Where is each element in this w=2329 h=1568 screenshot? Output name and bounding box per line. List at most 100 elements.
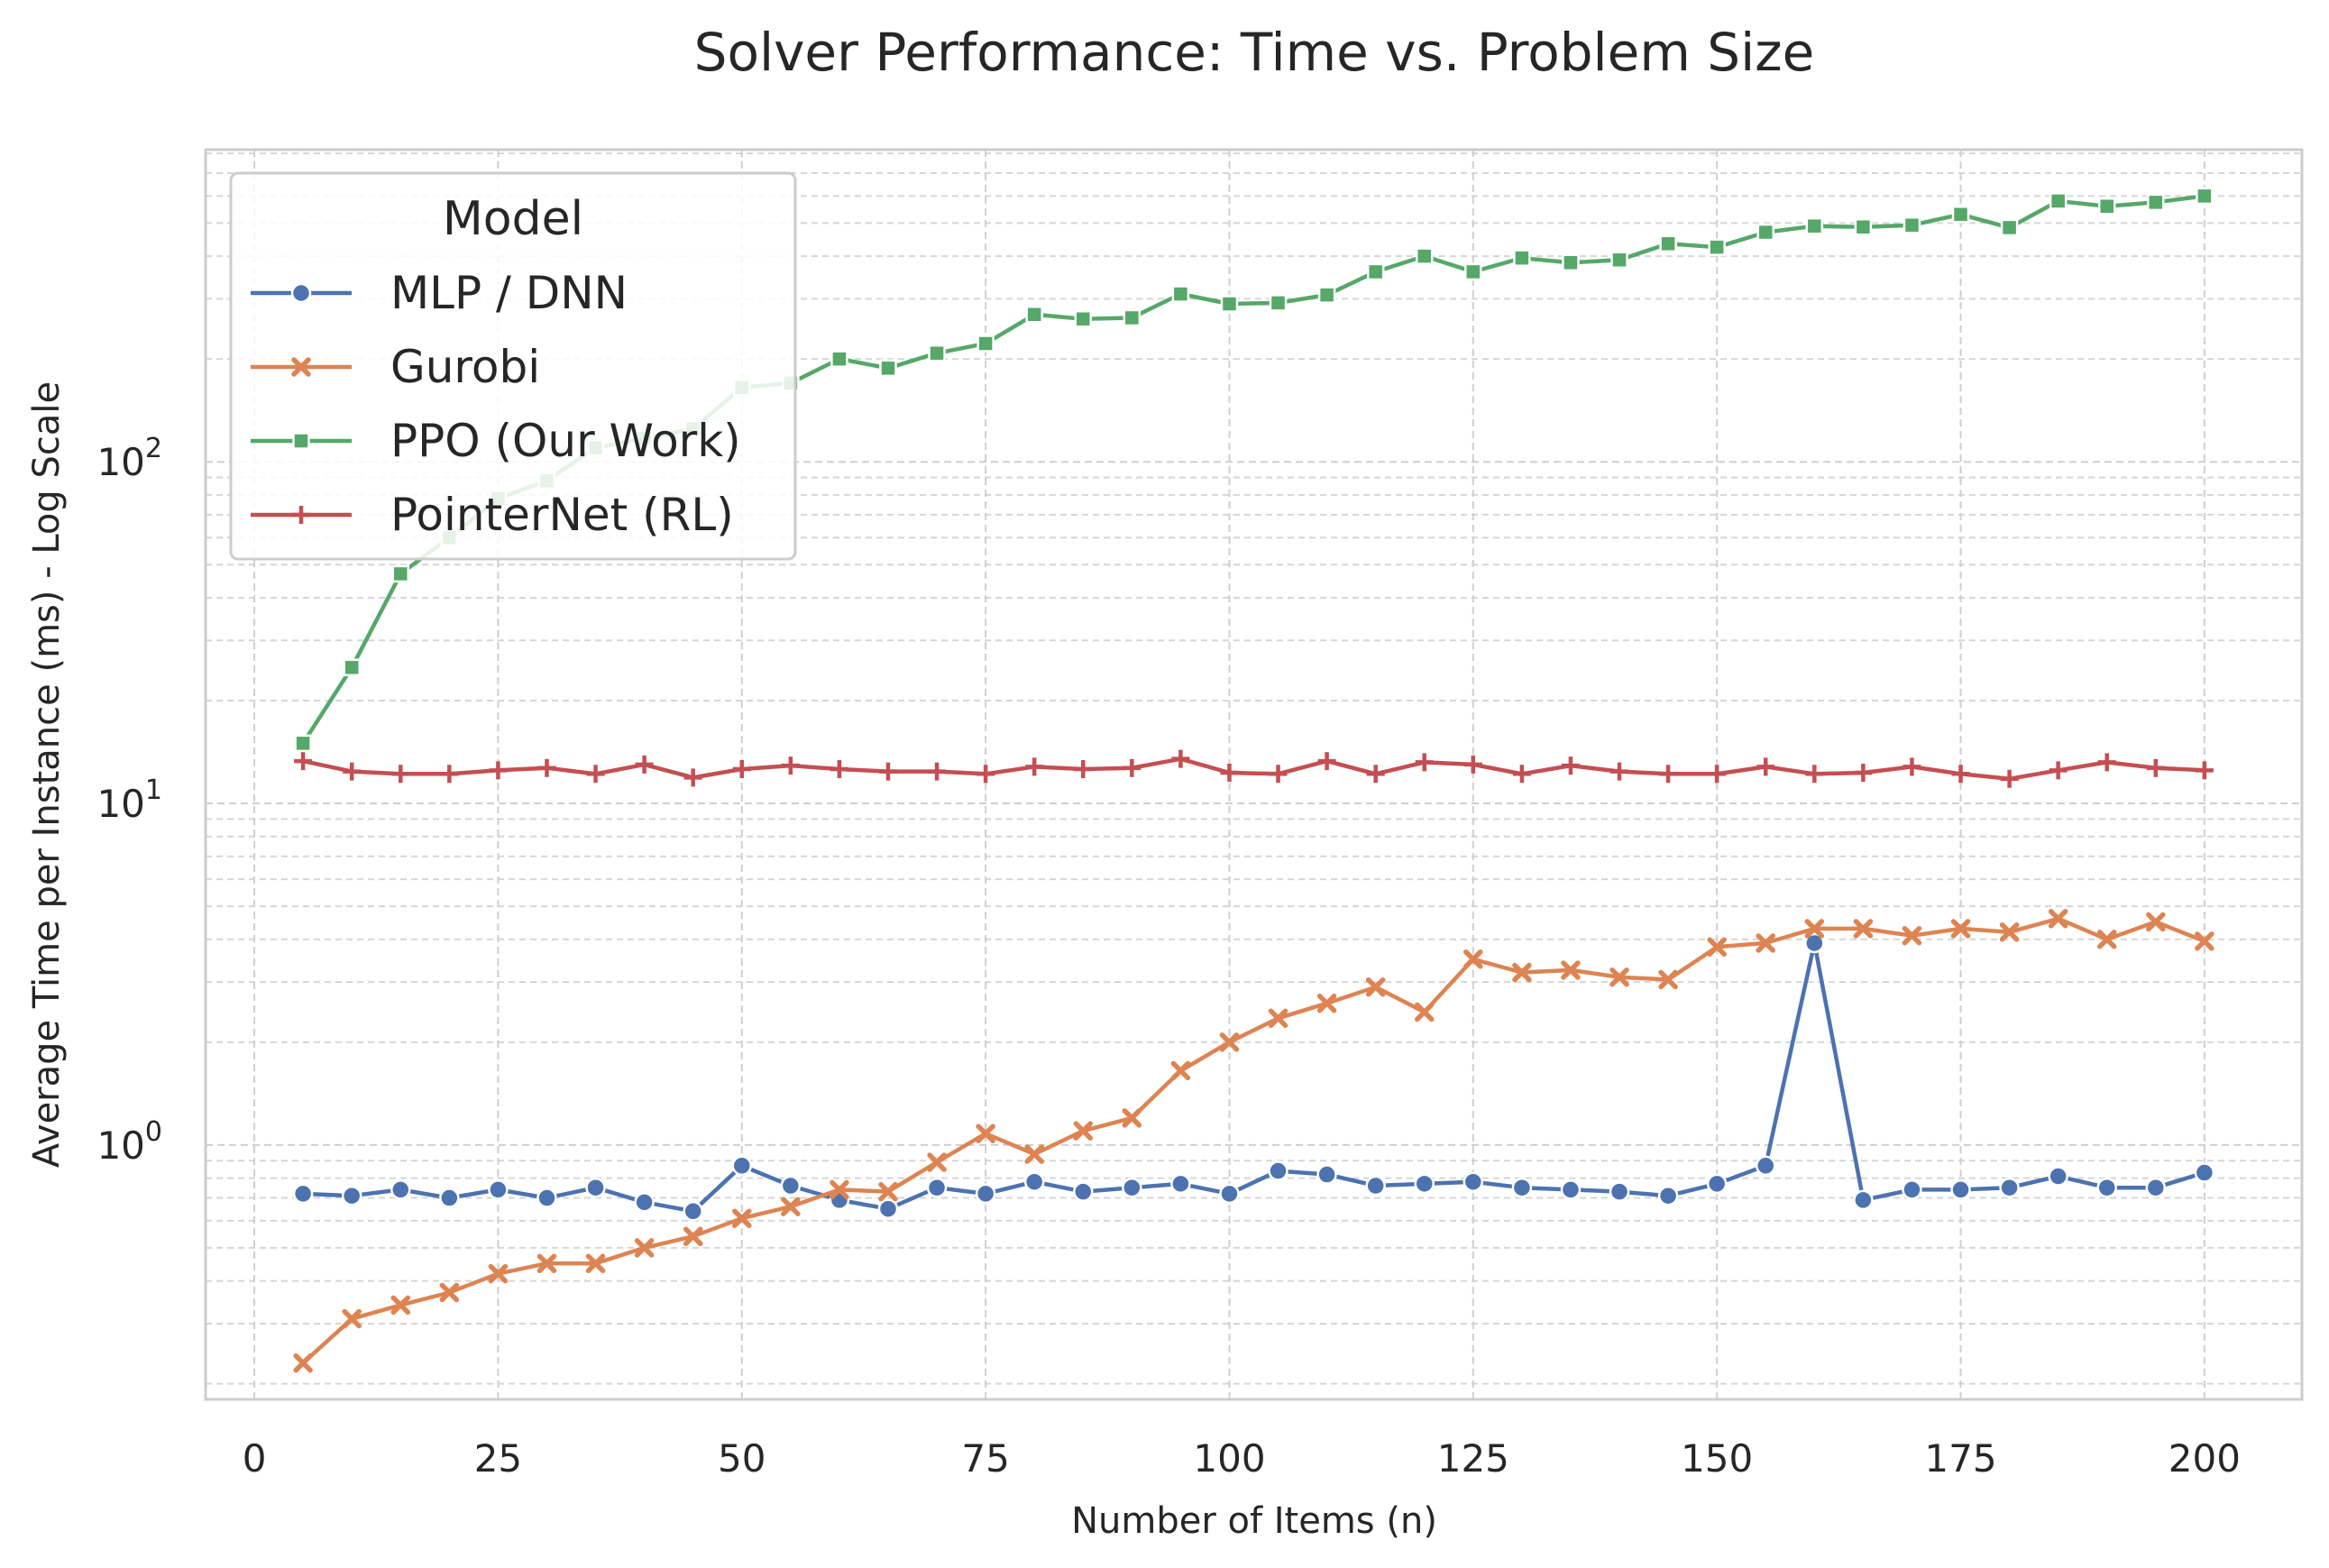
y-tick-label: 102	[96, 433, 162, 484]
data-point-ppo-our-work	[2049, 192, 2068, 210]
data-point-mlp-dnn	[683, 1201, 703, 1222]
data-point-ppo-our-work	[391, 564, 410, 583]
data-point-pointernet-rl	[1951, 765, 1970, 784]
data-point-pointernet-rl	[2000, 769, 2019, 788]
data-point-pointernet-rl	[1269, 765, 1288, 784]
data-point-gurobi	[732, 1208, 752, 1228]
data-point-pointernet-rl	[537, 758, 556, 777]
data-point-gurobi	[781, 1197, 801, 1216]
data-point-ppo-our-work	[2097, 197, 2116, 215]
data-point-pointernet-rl	[1317, 752, 1336, 771]
data-point-ppo-our-work	[1708, 238, 1726, 256]
data-point-mlp-dnn	[1609, 1181, 1630, 1202]
data-point-mlp-dnn	[1511, 1177, 1533, 1198]
data-point-mlp-dnn	[1170, 1173, 1191, 1195]
data-point-mlp-dnn	[1073, 1181, 1094, 1202]
data-point-pointernet-rl	[683, 768, 702, 787]
data-point-gurobi	[1073, 1121, 1094, 1141]
data-point-ppo-our-work	[2147, 193, 2165, 212]
legend-marker	[292, 432, 310, 450]
x-tick-label: 75	[961, 1436, 1009, 1481]
data-point-ppo-our-work	[1415, 247, 1434, 265]
data-point-gurobi	[439, 1282, 460, 1303]
x-tick-label: 200	[2169, 1436, 2241, 1481]
x-tick-label: 0	[243, 1436, 267, 1481]
legend-item-mlp-dnn: MLP / DNN	[251, 267, 628, 319]
y-tick-label: 101	[96, 775, 162, 826]
data-point-pointernet-rl	[2049, 761, 2068, 780]
data-point-gurobi	[2195, 931, 2214, 951]
series-line-gurobi	[301, 916, 2205, 1365]
data-point-mlp-dnn	[585, 1177, 606, 1198]
data-point-gurobi	[2048, 909, 2068, 929]
data-point-mlp-dnn	[926, 1177, 948, 1198]
data-point-gurobi	[1950, 919, 1971, 939]
data-point-pointernet-rl	[1805, 765, 1824, 784]
plot-frame	[204, 148, 2304, 1401]
data-point-ppo-our-work	[1025, 306, 1043, 324]
data-point-pointernet-rl	[1415, 753, 1434, 772]
legend-title: Model	[443, 192, 583, 246]
x-tick-label: 50	[718, 1436, 766, 1481]
legend-box	[229, 171, 797, 561]
data-point-mlp-dnn	[1316, 1164, 1337, 1185]
data-point-ppo-our-work	[1805, 216, 1824, 235]
data-point-pointernet-rl	[1025, 757, 1044, 776]
data-point-ppo-our-work	[1317, 286, 1336, 304]
data-point-pointernet-rl	[635, 755, 654, 774]
data-point-gurobi	[1804, 919, 1825, 939]
data-point-pointernet-rl	[586, 765, 605, 784]
data-point-gurobi	[536, 1253, 557, 1273]
data-point-pointernet-rl	[928, 762, 947, 781]
data-point-pointernet-rl	[440, 765, 459, 784]
data-point-ppo-our-work	[1366, 262, 1385, 281]
data-point-mlp-dnn	[439, 1187, 460, 1208]
data-point-gurobi	[1561, 960, 1581, 980]
data-point-ppo-our-work	[1610, 251, 1628, 270]
data-point-pointernet-rl	[1561, 756, 1580, 775]
data-point-mlp-dnn	[1999, 1177, 2020, 1198]
data-point-pointernet-rl	[1903, 757, 1921, 776]
data-point-mlp-dnn	[780, 1175, 802, 1197]
legend-items: MLP / DNN Gurobi PPO (Our Work) PointerNet …	[251, 267, 741, 541]
data-point-gurobi	[1902, 925, 1922, 946]
data-point-ppo-our-work	[879, 359, 897, 378]
data-point-gurobi	[1512, 962, 1532, 983]
data-point-ppo-our-work	[1951, 206, 1970, 224]
data-point-mlp-dnn	[1268, 1160, 1288, 1181]
data-point-gurobi	[1024, 1144, 1044, 1164]
series-mlp-dnn	[292, 932, 2215, 1222]
data-point-ppo-our-work	[1171, 285, 1190, 303]
data-point-ppo-our-work	[343, 658, 361, 677]
data-point-mlp-dnn	[1560, 1179, 1582, 1200]
legend-label: MLP / DNN	[390, 267, 628, 319]
data-point-pointernet-rl	[2097, 753, 2116, 772]
series-pointernet-rl	[294, 749, 2214, 788]
x-axis-label: Number of Items (n)	[1071, 1500, 1437, 1542]
data-point-ppo-our-work	[294, 734, 312, 753]
data-point-gurobi	[585, 1253, 606, 1273]
data-point-mlp-dnn	[1853, 1189, 1874, 1211]
data-point-mlp-dnn	[488, 1179, 509, 1200]
data-point-ppo-our-work	[1659, 234, 1677, 253]
data-point-gurobi	[1463, 949, 1483, 969]
data-point-mlp-dnn	[1755, 1155, 1776, 1177]
data-point-mlp-dnn	[292, 1183, 314, 1205]
data-point-pointernet-rl	[1708, 765, 1727, 784]
y-tick-base: 10	[96, 440, 144, 484]
data-point-pointernet-rl	[2195, 761, 2214, 780]
x-tick-labels: 0 25 50 75 100 125 150 175 200	[243, 1436, 2241, 1481]
data-point-gurobi	[342, 1308, 362, 1329]
data-point-gurobi	[2146, 912, 2166, 932]
data-point-mlp-dnn	[1414, 1173, 1435, 1195]
data-point-ppo-our-work	[1220, 295, 1239, 313]
legend-marker	[292, 506, 310, 524]
data-point-ppo-our-work	[2000, 218, 2019, 237]
data-point-pointernet-rl	[1659, 765, 1678, 784]
data-point-mlp-dnn	[1023, 1171, 1045, 1192]
y-tick-exponent: 2	[145, 433, 162, 464]
data-point-pointernet-rl	[1220, 763, 1239, 782]
legend-item-gurobi: Gurobi	[251, 341, 540, 393]
data-point-pointernet-rl	[977, 765, 995, 784]
